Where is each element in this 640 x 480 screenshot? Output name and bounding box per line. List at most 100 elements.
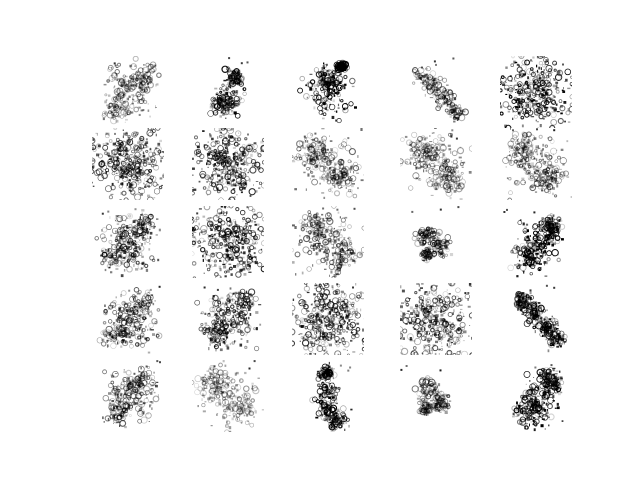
stray-speck (231, 136, 234, 138)
noise-speck (341, 245, 348, 252)
noise-speck (207, 110, 214, 117)
noise-speck (431, 241, 436, 246)
noise-speck (138, 82, 143, 87)
noise-speck (254, 241, 258, 245)
noise-speck (311, 88, 315, 91)
noise-speck (523, 255, 531, 262)
noise-speck (234, 103, 238, 106)
noise-speck (306, 236, 309, 239)
noise-speck (460, 160, 463, 162)
noise-speck (253, 142, 257, 145)
noise-speck (154, 300, 156, 302)
noise-speck (327, 161, 328, 165)
noise-speck (459, 183, 461, 186)
noise-speck (429, 249, 431, 253)
noise-speck (449, 184, 453, 185)
noise-speck (560, 105, 563, 108)
noise-speck (537, 233, 541, 235)
noise-speck (329, 175, 332, 179)
noise-speck (242, 150, 246, 154)
noise-speck (220, 178, 227, 185)
noise-speck (544, 171, 550, 176)
noise-speck (448, 94, 450, 96)
stray-speck (516, 63, 519, 66)
noise-speck (538, 226, 541, 229)
noise-speck (444, 240, 450, 246)
noise-speck (333, 236, 335, 238)
noise-speck (535, 107, 543, 114)
noise-speck (242, 220, 244, 223)
noise-speck (544, 99, 546, 103)
noise-speck (534, 104, 536, 106)
noise-speck (429, 141, 433, 143)
noise-speck (425, 156, 428, 160)
noise-speck (149, 115, 151, 118)
noise-speck (546, 172, 549, 175)
noise-speck (292, 155, 294, 158)
noise-speck (119, 101, 122, 103)
noise-speck (214, 100, 218, 102)
noise-speck (246, 238, 254, 246)
noise-speck (413, 149, 422, 157)
noise-speck (94, 236, 99, 241)
noise-speck (116, 169, 120, 171)
noise-speck (111, 117, 115, 119)
noise-speck (442, 178, 444, 181)
noise-speck (313, 232, 319, 238)
noise-speck (343, 258, 349, 264)
noise-speck (420, 135, 426, 141)
noise-speck (260, 265, 264, 273)
noise-speck (336, 243, 341, 248)
noise-speck (530, 254, 533, 258)
noise-speck (112, 299, 117, 305)
noise-speck (141, 209, 145, 212)
noise-speck (333, 167, 337, 171)
noise-speck (128, 306, 131, 309)
noise-speck (310, 221, 317, 228)
noise-speck (533, 80, 535, 83)
noise-speck (514, 180, 519, 185)
noise-speck (232, 182, 234, 186)
noise-speck (218, 155, 221, 158)
noise-speck (146, 228, 148, 232)
noise-speck (521, 150, 524, 153)
noise-speck (97, 153, 103, 159)
noise-speck (233, 151, 239, 158)
noise-speck (112, 310, 118, 315)
noise-speck (100, 163, 103, 166)
noise-speck (534, 257, 541, 265)
noise-speck (331, 252, 335, 255)
noise-speck (151, 155, 155, 157)
noise-speck (206, 264, 208, 267)
noise-speck (236, 234, 238, 236)
noise-speck (253, 164, 256, 167)
noise-speck (435, 177, 442, 185)
noise-speck (92, 138, 95, 141)
noise-speck (519, 148, 521, 151)
noise-speck (441, 161, 447, 167)
noise-speck (108, 139, 113, 143)
noise-speck (461, 110, 463, 113)
noise-speck (432, 93, 434, 96)
noise-speck (138, 246, 141, 250)
noise-speck (227, 134, 230, 138)
noise-speck (136, 92, 142, 98)
noise-speck (433, 164, 441, 172)
noise-speck (500, 76, 507, 83)
noise-speck (311, 145, 314, 149)
noise-speck (432, 81, 439, 89)
noise-speck (104, 133, 110, 139)
noise-speck (444, 241, 447, 245)
noise-speck (140, 88, 146, 94)
noise-speck (324, 212, 333, 220)
noise-speck (557, 70, 561, 74)
noise-speck (537, 80, 541, 82)
noise-speck (429, 70, 437, 77)
noise-speck (123, 318, 126, 321)
stray-speck (503, 211, 506, 213)
noise-speck (141, 66, 149, 74)
noise-speck (342, 166, 347, 171)
noise-speck (552, 221, 554, 223)
noise-speck (113, 106, 121, 113)
noise-speck (257, 223, 260, 226)
